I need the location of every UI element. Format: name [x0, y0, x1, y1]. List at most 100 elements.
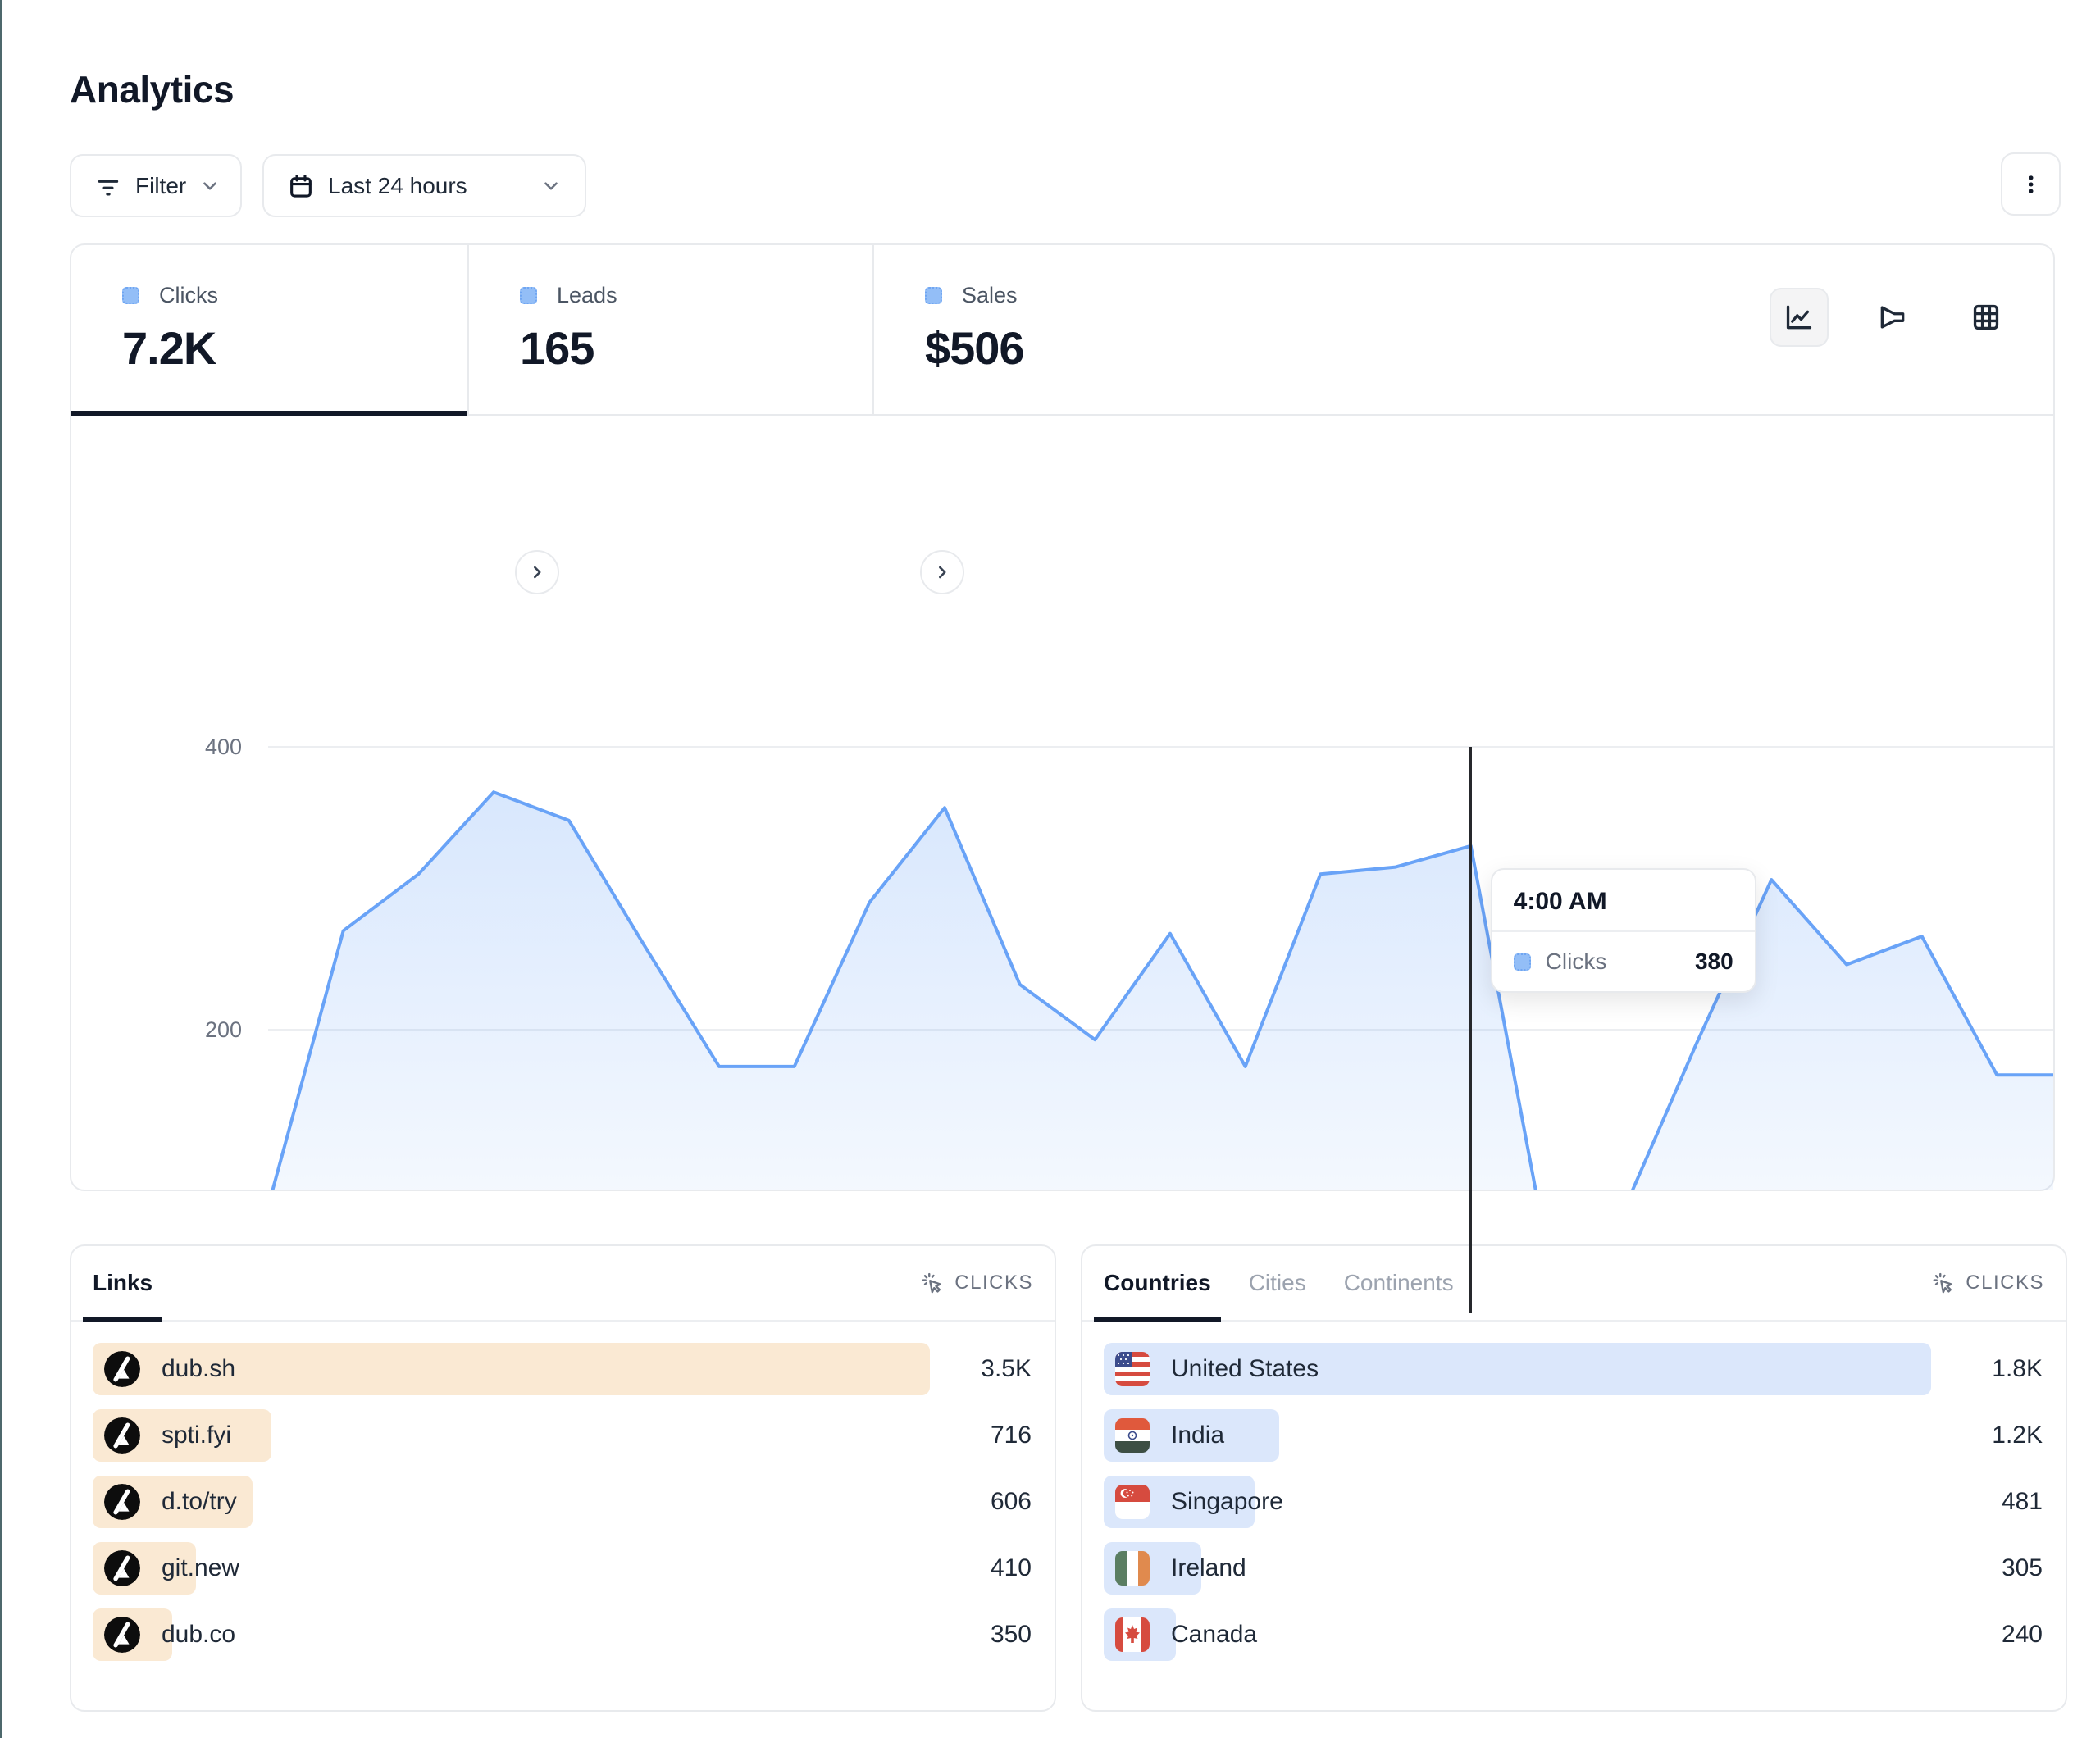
- chevron-down-icon: [199, 175, 221, 197]
- flag-singapore-icon: [1115, 1485, 1150, 1519]
- tab-links[interactable]: Links: [82, 1246, 163, 1322]
- link-label: dub.co: [162, 1621, 236, 1648]
- link-clicks-value: 410: [990, 1554, 1032, 1581]
- clicks-legend-swatch: [122, 287, 139, 304]
- metric-label: CLICKS: [1966, 1272, 2044, 1294]
- country-clicks-value: 305: [2001, 1554, 2043, 1581]
- tab-label: Links: [93, 1270, 153, 1295]
- filter-button-label: Filter: [135, 172, 187, 198]
- stats-header: Clicks 7.2K Leads 165 Sales $506: [71, 245, 2053, 416]
- window-edge: [0, 0, 2, 1738]
- tab-countries[interactable]: Countries: [1094, 1246, 1221, 1322]
- chart-view-toggles: [1770, 288, 2016, 347]
- dub-logo-icon: [104, 1417, 140, 1454]
- cursor-click-icon: [920, 1271, 945, 1295]
- link-row[interactable]: git.new 410: [93, 1542, 1033, 1595]
- analytics-card: Clicks 7.2K Leads 165 Sales $506: [70, 243, 2055, 1313]
- leads-value: 165: [520, 322, 594, 374]
- clicks-time-series-chart[interactable]: 0200400 4:00 PM8:00 PM12:00 AM4:00 AM8:0…: [71, 416, 2053, 1313]
- link-label: git.new: [162, 1554, 240, 1581]
- flag-india-icon: [1115, 1418, 1150, 1453]
- link-row[interactable]: spti.fyi 716: [93, 1409, 1033, 1462]
- more-options-button[interactable]: [2001, 152, 2061, 216]
- flag-united-states-icon: [1115, 1352, 1150, 1386]
- filter-icon: [94, 172, 122, 200]
- filter-button[interactable]: Filter: [70, 154, 242, 217]
- country-clicks-value: 1.8K: [1992, 1355, 2043, 1382]
- country-label: Ireland: [1171, 1554, 1246, 1581]
- funnel-chart-icon: [1877, 302, 1908, 333]
- leads-legend-swatch: [520, 287, 537, 304]
- dub-logo-icon: [104, 1550, 140, 1586]
- sales-value: $506: [925, 322, 1025, 374]
- clicks-value: 7.2K: [122, 322, 216, 374]
- grid-table-icon: [1970, 302, 2002, 333]
- clicks-line: [271, 790, 2053, 1190]
- sales-legend-swatch: [925, 287, 942, 304]
- link-label: spti.fyi: [162, 1422, 232, 1449]
- date-range-button[interactable]: Last 24 hours: [262, 154, 586, 217]
- country-clicks-value: 481: [2001, 1488, 2043, 1515]
- flag-canada-icon: [1115, 1617, 1150, 1652]
- countries-list: United States 1.8K India 1.2K: [1082, 1322, 2066, 1682]
- country-row[interactable]: United States 1.8K: [1104, 1343, 2044, 1395]
- country-row[interactable]: Ireland 305: [1104, 1542, 2044, 1595]
- value-bar: [93, 1343, 930, 1395]
- link-clicks-value: 350: [990, 1621, 1032, 1648]
- geo-panel: Countries Cities Continents CLICKS: [1081, 1244, 2067, 1712]
- links-list: dub.sh 3.5K spti.fyi 716 d.to/try 606: [71, 1322, 1055, 1682]
- link-row[interactable]: dub.co 350: [93, 1608, 1033, 1661]
- page-title: Analytics: [70, 68, 235, 111]
- link-label: d.to/try: [162, 1488, 237, 1515]
- stat-label: Leads: [557, 283, 617, 307]
- tab-leads[interactable]: Leads 165: [467, 245, 872, 414]
- flag-ireland-icon: [1115, 1551, 1150, 1586]
- tab-label: Countries: [1104, 1270, 1211, 1295]
- tooltip-time: 4:00 AM: [1492, 870, 1755, 932]
- link-row[interactable]: dub.sh 3.5K: [93, 1343, 1033, 1395]
- link-row[interactable]: d.to/try 606: [93, 1476, 1033, 1528]
- tab-sales[interactable]: Sales $506: [872, 245, 1282, 414]
- link-clicks-value: 716: [990, 1422, 1032, 1449]
- country-row[interactable]: Canada 240: [1104, 1608, 2044, 1661]
- link-clicks-value: 3.5K: [981, 1355, 1032, 1382]
- link-clicks-value: 606: [990, 1488, 1032, 1515]
- stat-label: Sales: [962, 283, 1018, 307]
- value-bar: [1104, 1343, 1932, 1395]
- line-chart-view-button[interactable]: [1770, 288, 1829, 347]
- hover-crosshair: [1469, 747, 1473, 1313]
- date-range-label: Last 24 hours: [328, 172, 467, 198]
- country-label: India: [1171, 1422, 1225, 1449]
- clicks-metric-header[interactable]: CLICKS: [920, 1271, 1033, 1295]
- clicks-metric-header[interactable]: CLICKS: [1931, 1271, 2044, 1295]
- funnel-view-button[interactable]: [1863, 288, 1922, 347]
- dub-logo-icon: [104, 1351, 140, 1387]
- tooltip-legend-swatch: [1513, 953, 1531, 971]
- kebab-menu-icon: [2019, 172, 2043, 197]
- next-tab-arrow-button[interactable]: [515, 550, 559, 594]
- country-label: Canada: [1171, 1621, 1258, 1648]
- tab-clicks[interactable]: Clicks 7.2K: [71, 245, 467, 416]
- country-clicks-value: 240: [2001, 1621, 2043, 1648]
- calendar-icon: [287, 172, 315, 200]
- chevron-down-icon: [540, 175, 562, 197]
- clicks-area-fill: [272, 792, 2053, 1190]
- tab-continents[interactable]: Continents: [1344, 1246, 1454, 1320]
- cursor-click-icon: [1931, 1271, 1956, 1295]
- links-panel: Links CLICKS dub.sh 3.5K: [70, 1244, 1056, 1712]
- next-tab-arrow-button[interactable]: [920, 550, 964, 594]
- tooltip-series-label: Clicks: [1545, 949, 1607, 974]
- tab-label: Continents: [1343, 1270, 1454, 1295]
- dub-logo-icon: [104, 1484, 140, 1520]
- country-clicks-value: 1.2K: [1992, 1422, 2043, 1449]
- table-view-button[interactable]: [1957, 288, 2016, 347]
- line-chart-icon: [1783, 302, 1815, 333]
- y-axis-labels: 0200400: [205, 735, 242, 1042]
- metric-label: CLICKS: [954, 1272, 1033, 1294]
- country-row[interactable]: Singapore 481: [1104, 1476, 2044, 1528]
- tab-cities[interactable]: Cities: [1249, 1246, 1306, 1320]
- link-label: dub.sh: [162, 1355, 236, 1382]
- country-row[interactable]: India 1.2K: [1104, 1409, 2044, 1462]
- dub-logo-icon: [104, 1617, 140, 1653]
- chart-tooltip: 4:00 AM Clicks 380: [1490, 868, 1756, 993]
